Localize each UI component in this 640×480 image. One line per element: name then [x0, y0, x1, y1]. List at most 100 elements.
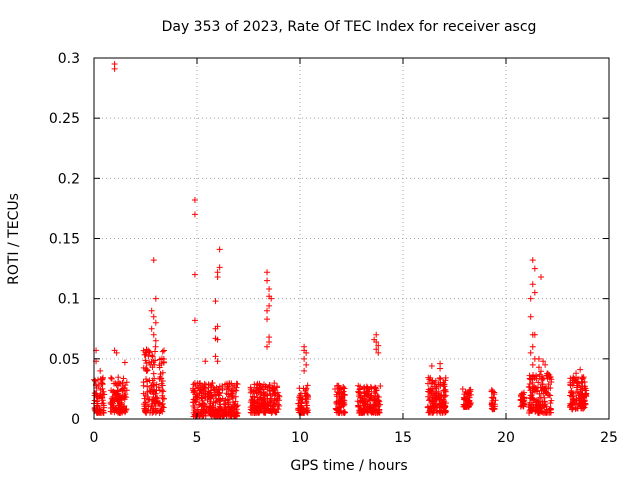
cluster-point	[540, 375, 547, 382]
cluster-point	[532, 384, 539, 391]
cluster-point	[114, 407, 121, 414]
cluster-point	[91, 390, 98, 397]
cluster-point	[377, 382, 384, 389]
cluster-point	[580, 397, 587, 404]
cluster-point	[296, 394, 303, 401]
data-point	[97, 367, 104, 374]
cluster-point	[431, 392, 438, 399]
cluster-point	[200, 412, 207, 419]
cluster-point	[215, 392, 222, 399]
cluster-point	[214, 389, 221, 396]
y-axis-label: ROTI / TECUs	[6, 193, 22, 285]
cluster-point	[295, 406, 302, 413]
cluster-point	[140, 379, 147, 386]
cluster-point	[93, 385, 100, 392]
cluster-point	[572, 401, 579, 408]
data-point	[303, 349, 310, 356]
cluster-point	[194, 385, 201, 392]
cluster-point	[109, 389, 116, 396]
cluster-point	[436, 396, 443, 403]
cluster-point	[538, 368, 545, 375]
x-tick-label: 5	[193, 430, 202, 446]
cluster-point	[159, 369, 166, 376]
cluster-point	[374, 394, 381, 401]
axis-ticks	[93, 57, 610, 420]
cluster-point	[118, 386, 125, 393]
data-point	[264, 307, 271, 314]
cluster-point	[150, 398, 157, 405]
cluster-point	[547, 392, 554, 399]
data-point	[535, 364, 542, 371]
cluster-point	[226, 408, 233, 415]
cluster-point	[490, 406, 497, 413]
cluster-point	[230, 405, 237, 412]
cluster-point	[488, 401, 495, 408]
cluster-point	[338, 409, 345, 416]
cluster-point	[334, 407, 341, 414]
cluster-point	[442, 392, 449, 399]
cluster-point	[93, 398, 100, 405]
data-point	[150, 257, 157, 264]
cluster-point	[369, 406, 376, 413]
cluster-point	[193, 396, 200, 403]
cluster-point	[117, 380, 124, 387]
cluster-point	[225, 401, 232, 408]
data-point	[375, 349, 382, 356]
cluster-point	[219, 407, 226, 414]
cluster-point	[368, 385, 375, 392]
cluster-point	[569, 382, 576, 389]
cluster-point	[201, 401, 208, 408]
y-tick-label: 0.2	[58, 171, 80, 187]
cluster-point	[121, 385, 128, 392]
cluster-point	[255, 388, 262, 395]
cluster-point	[228, 387, 235, 394]
cluster-point	[195, 402, 202, 409]
cluster-point	[211, 411, 218, 418]
data-point	[152, 319, 159, 326]
cluster-point	[99, 380, 106, 387]
cluster-point	[160, 395, 167, 402]
cluster-point	[143, 360, 150, 367]
data-point	[542, 361, 549, 368]
cluster-point	[543, 406, 550, 413]
cluster-point	[521, 397, 528, 404]
data-point	[573, 370, 580, 377]
cluster-point	[158, 406, 165, 413]
data-point	[214, 274, 221, 281]
cluster-point	[566, 402, 573, 409]
cluster-point	[144, 393, 151, 400]
cluster-point	[99, 385, 106, 392]
cluster-point	[548, 378, 555, 385]
cluster-point	[491, 389, 498, 396]
cluster-point	[518, 390, 525, 397]
cluster-point	[489, 397, 496, 404]
data-point	[202, 358, 209, 365]
cluster-point	[275, 392, 282, 399]
data-point	[535, 355, 542, 362]
cluster-point	[375, 409, 382, 416]
cluster-point	[336, 390, 343, 397]
x-axis-label: GPS time / hours	[290, 458, 407, 474]
cluster-point	[200, 400, 207, 407]
cluster-point	[209, 402, 216, 409]
cluster-point	[368, 392, 375, 399]
cluster-point	[262, 409, 269, 416]
cluster-point	[141, 395, 148, 402]
cluster-point	[571, 379, 578, 386]
cluster-point	[530, 395, 537, 402]
cluster-point	[151, 375, 158, 382]
cluster-point	[533, 375, 540, 382]
data-point	[152, 295, 159, 302]
cluster-point	[299, 409, 306, 416]
cluster-point	[225, 385, 232, 392]
cluster-point	[159, 348, 166, 355]
cluster-point	[191, 380, 198, 387]
cluster-point	[218, 408, 225, 415]
cluster-point	[160, 388, 167, 395]
cluster-point	[151, 399, 158, 406]
data-point	[301, 367, 308, 374]
cluster-point	[253, 406, 260, 413]
data-point	[264, 343, 271, 350]
data-point	[529, 343, 536, 350]
cluster-point	[359, 395, 366, 402]
